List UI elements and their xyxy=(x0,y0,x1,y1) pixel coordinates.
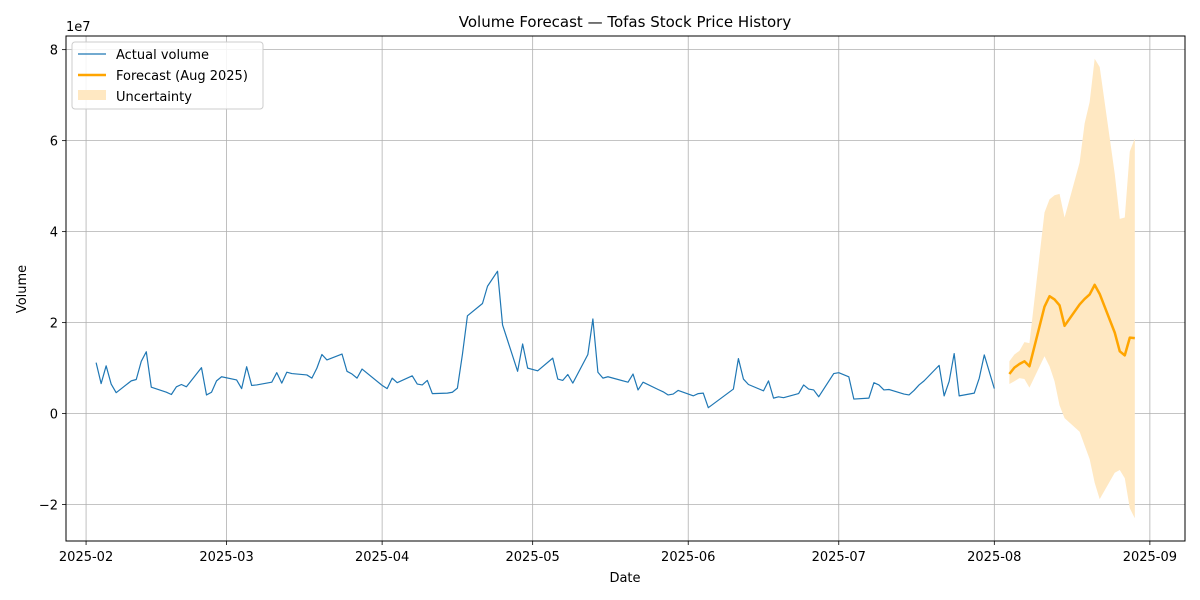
x-tick-label: 2025-02 xyxy=(59,550,113,565)
tick-layer: 2025-02 2025-03 2025-04 2025-05 2025-06 2025-… xyxy=(39,44,1177,565)
uncertainty-band-layer xyxy=(1009,58,1135,519)
legend-label-actual-volume: Actual volume xyxy=(116,48,209,63)
chart-title: Volume Forecast — Tofas Stock Price Hist… xyxy=(459,13,792,31)
grid xyxy=(66,36,1185,541)
x-tick-label: 2025-07 xyxy=(812,550,866,565)
plot-frame xyxy=(65,35,1186,542)
y-tick-label: 6 xyxy=(50,135,58,150)
x-tick-label: 2025-08 xyxy=(967,550,1021,565)
x-tick-label: 2025-04 xyxy=(355,550,409,565)
x-tick-label: 2025-09 xyxy=(1123,550,1177,565)
series-layer xyxy=(95,270,1135,409)
y-tick-label: 4 xyxy=(50,226,58,241)
x-tick-label: 2025-03 xyxy=(199,550,253,565)
forecast-line xyxy=(1008,283,1135,375)
y-tick-label: −2 xyxy=(39,499,58,514)
legend-swatch-uncertainty xyxy=(78,90,106,100)
y-multiplier-label: 1e7 xyxy=(66,20,91,35)
legend-box xyxy=(71,41,264,110)
legend: Actual volume Forecast (Aug 2025) Uncert… xyxy=(71,41,264,110)
legend-label-uncertainty: Uncertainty xyxy=(116,90,192,105)
x-tick-label: 2025-06 xyxy=(661,550,715,565)
x-tick-label: 2025-05 xyxy=(506,550,560,565)
actual-volume-line xyxy=(95,270,995,409)
x-axis-label: Date xyxy=(609,571,640,586)
y-tick-label: 2 xyxy=(50,317,58,332)
y-axis-label: Volume xyxy=(15,265,30,313)
uncertainty-band xyxy=(1009,58,1135,519)
legend-label-forecast: Forecast (Aug 2025) xyxy=(116,69,248,84)
y-tick-label: 8 xyxy=(50,44,58,59)
y-tick-label: 0 xyxy=(50,408,58,423)
